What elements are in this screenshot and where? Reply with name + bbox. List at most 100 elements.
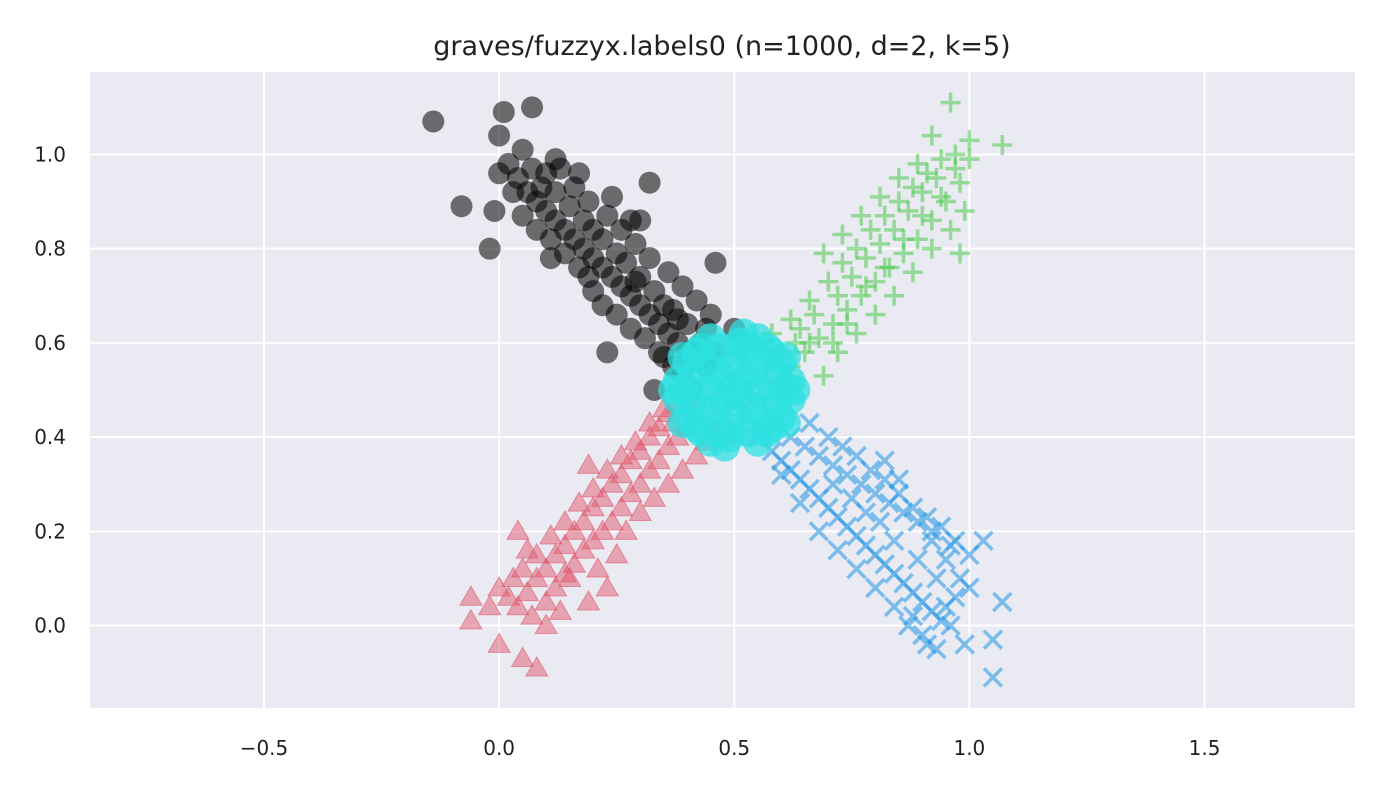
data-point <box>530 176 553 199</box>
data-point <box>789 492 811 514</box>
data-point <box>771 464 792 486</box>
data-point <box>888 168 909 188</box>
data-point <box>883 530 905 551</box>
data-point <box>860 219 881 240</box>
data-point <box>667 407 698 438</box>
x-tick-label: 0.5 <box>718 736 750 760</box>
data-point <box>477 594 502 616</box>
series-green-plus <box>761 92 1013 386</box>
data-point <box>870 186 891 207</box>
data-point <box>898 200 919 221</box>
data-point <box>799 412 820 434</box>
data-point <box>557 566 582 587</box>
data-point <box>628 472 653 493</box>
data-point <box>487 632 511 653</box>
data-point <box>874 257 895 278</box>
data-point <box>609 495 634 517</box>
data-point <box>949 172 970 193</box>
series-blue-x <box>747 412 1013 688</box>
data-point <box>728 318 759 349</box>
data-point <box>935 191 956 212</box>
y-tick-label: 0.0 <box>34 614 66 638</box>
data-point <box>591 228 614 251</box>
data-point <box>959 149 980 170</box>
data-point <box>832 436 853 457</box>
data-point <box>902 497 924 519</box>
data-point <box>832 224 853 245</box>
data-point <box>521 96 544 119</box>
data-point <box>704 251 727 274</box>
data-point <box>478 237 501 260</box>
data-point <box>959 577 980 599</box>
data-point <box>822 455 844 476</box>
data-point <box>865 271 886 292</box>
data-point <box>684 443 709 465</box>
data-point <box>846 238 867 259</box>
data-point <box>794 436 816 457</box>
data-point <box>822 473 844 495</box>
data-point <box>671 275 694 298</box>
data-point <box>917 163 938 184</box>
data-point <box>808 328 829 349</box>
data-point <box>628 500 653 521</box>
data-point <box>851 285 872 306</box>
data-point <box>770 407 801 438</box>
data-point <box>576 590 601 611</box>
data-point <box>898 615 919 636</box>
data-point <box>860 459 881 481</box>
data-point <box>850 473 872 495</box>
data-point <box>515 580 540 602</box>
data-point <box>506 594 530 616</box>
data-point <box>921 530 943 551</box>
data-point <box>596 341 619 364</box>
data-point <box>808 445 830 467</box>
data-point <box>846 323 867 344</box>
data-point <box>422 110 445 133</box>
data-point <box>992 135 1013 156</box>
data-point <box>982 667 1004 688</box>
data-point <box>799 332 820 353</box>
data-point <box>496 585 521 606</box>
data-point <box>945 158 966 179</box>
data-point <box>534 557 559 578</box>
data-point <box>870 233 891 254</box>
x-axis-ticks: −0.5 0.0 0.5 1.0 1.5 <box>240 736 1221 760</box>
data-point <box>916 506 938 528</box>
data-point <box>633 327 656 350</box>
data-point <box>667 342 698 373</box>
data-point <box>638 247 661 270</box>
data-point <box>865 577 886 599</box>
y-axis-ticks: 0.0 0.2 0.4 0.6 0.8 1.0 <box>34 142 66 637</box>
data-point <box>521 157 544 180</box>
data-point <box>841 488 863 509</box>
data-point <box>619 209 642 232</box>
data-point <box>502 181 525 204</box>
series-cyan-circle <box>658 318 811 462</box>
data-point <box>548 599 573 620</box>
chart-title: graves/fuzzyx.labels0 (n=1000, d=2, k=5) <box>433 31 1010 62</box>
data-point <box>576 453 601 474</box>
data-point <box>609 443 634 465</box>
data-point <box>837 299 858 320</box>
data-point <box>685 289 708 312</box>
data-point <box>851 205 872 226</box>
data-point <box>658 375 689 405</box>
x-tick-label: 1.5 <box>1189 736 1221 760</box>
data-point <box>637 410 662 432</box>
data-point <box>846 558 867 580</box>
data-point <box>907 549 928 570</box>
data-point <box>940 615 961 636</box>
data-point <box>912 205 933 226</box>
data-point <box>511 138 534 161</box>
y-tick-label: 0.2 <box>34 519 66 543</box>
series-black-circle <box>422 96 746 401</box>
data-point <box>506 519 530 540</box>
data-point <box>520 604 544 625</box>
data-point <box>823 314 844 335</box>
data-point <box>586 557 610 578</box>
data-point <box>954 634 975 655</box>
data-point <box>921 210 942 231</box>
data-point <box>982 629 1004 650</box>
data-point <box>562 552 587 573</box>
